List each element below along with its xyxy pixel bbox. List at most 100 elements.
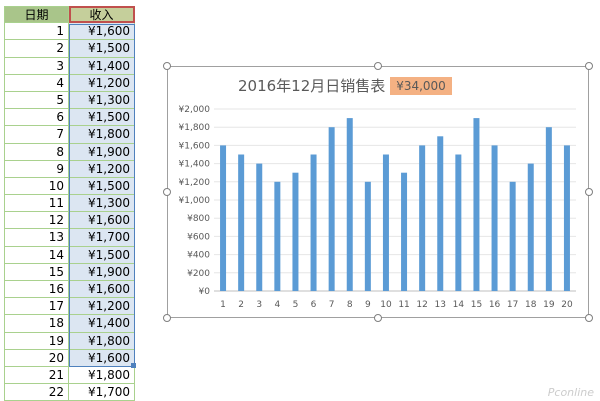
date-cell[interactable]: 12 (4, 212, 69, 230)
bar-day-10[interactable] (382, 154, 389, 292)
date-cell[interactable]: 22 (4, 384, 69, 401)
date-cell[interactable]: 8 (4, 143, 69, 161)
income-cell[interactable]: ¥1,700 (69, 229, 135, 247)
date-cell[interactable]: 17 (4, 298, 69, 316)
resize-handle-middle-left[interactable] (163, 188, 171, 196)
x-tick-label: 10 (380, 300, 392, 310)
income-cell[interactable]: ¥1,500 (69, 40, 135, 58)
income-column-header[interactable]: 收入 (69, 6, 135, 24)
bar-day-15[interactable] (473, 118, 480, 291)
date-cell[interactable]: 14 (4, 246, 69, 264)
table-row: 18 ¥1,400 (4, 315, 135, 333)
income-cell[interactable]: ¥1,600 (69, 23, 135, 41)
resize-handle-top-right[interactable] (585, 62, 593, 70)
date-cell[interactable]: 9 (4, 160, 69, 178)
bar-day-11[interactable] (401, 172, 408, 291)
income-cell[interactable]: ¥1,700 (69, 384, 135, 401)
resize-handle-top-center[interactable] (374, 62, 382, 70)
y-tick-label: ¥400 (187, 251, 210, 261)
bar-day-5[interactable] (292, 172, 299, 291)
bar-day-18[interactable] (527, 163, 534, 291)
income-cell[interactable]: ¥1,200 (69, 74, 135, 92)
x-tick-label: 2 (238, 300, 244, 310)
income-cell[interactable]: ¥1,800 (69, 126, 135, 144)
bar-day-3[interactable] (256, 163, 263, 291)
date-cell[interactable]: 20 (4, 349, 69, 367)
date-cell[interactable]: 21 (4, 366, 69, 385)
bar-day-13[interactable] (437, 136, 444, 291)
income-cell[interactable]: ¥1,600 (69, 212, 135, 230)
date-cell[interactable]: 10 (4, 177, 69, 196)
date-column-header[interactable]: 日期 (4, 6, 69, 24)
income-cell[interactable]: ¥1,600 (69, 281, 135, 299)
total-sales-badge[interactable]: ¥34,000 (390, 77, 452, 95)
y-tick-label: ¥600 (187, 232, 210, 242)
table-row: 21 ¥1,800 (4, 366, 135, 385)
income-cell[interactable]: ¥1,500 (69, 109, 135, 127)
income-cell[interactable]: ¥1,800 (69, 366, 135, 385)
date-cell[interactable]: 3 (4, 57, 69, 75)
date-cell[interactable]: 13 (4, 229, 69, 247)
x-tick-label: 9 (365, 300, 371, 310)
date-cell[interactable]: 2 (4, 40, 69, 58)
date-cell[interactable]: 16 (4, 281, 69, 299)
x-tick-label: 5 (293, 300, 299, 310)
bar-day-16[interactable] (491, 145, 498, 291)
date-cell[interactable]: 1 (4, 23, 69, 41)
income-cell[interactable]: ¥1,900 (69, 143, 135, 161)
bar-day-6[interactable] (310, 154, 317, 292)
x-tick-label: 3 (256, 300, 262, 310)
date-cell[interactable]: 4 (4, 74, 69, 92)
table-row: 10 ¥1,500 (4, 177, 135, 196)
bar-day-20[interactable] (563, 145, 570, 291)
table-row: 6 ¥1,500 (4, 109, 135, 127)
table-row: 16 ¥1,600 (4, 281, 135, 299)
bar-day-9[interactable] (364, 181, 371, 291)
resize-handle-bottom-center[interactable] (374, 314, 382, 322)
date-cell[interactable]: 11 (4, 195, 69, 213)
bar-chart-plot: ¥0 ¥200 ¥400 ¥600 ¥800 ¥1,000 ¥1,200 ¥1,400 ¥1,6… (179, 105, 576, 310)
table-row: 22 ¥1,700 (4, 384, 135, 401)
resize-handle-middle-right[interactable] (585, 188, 593, 196)
resize-handle-bottom-right[interactable] (585, 314, 593, 322)
y-tick-label: ¥200 (187, 269, 210, 279)
x-tick-label: 7 (329, 300, 335, 310)
date-cell[interactable]: 6 (4, 109, 69, 127)
bar-day-12[interactable] (419, 145, 426, 291)
x-tick-label: 6 (311, 300, 317, 310)
income-cell[interactable]: ¥1,200 (69, 298, 135, 316)
income-cell[interactable]: ¥1,600 (69, 349, 135, 367)
fill-handle[interactable] (131, 363, 136, 368)
income-cell[interactable]: ¥1,400 (69, 57, 135, 75)
x-tick-label: 15 (471, 300, 482, 310)
y-tick-label: ¥1,200 (179, 178, 211, 188)
date-cell[interactable]: 15 (4, 263, 69, 281)
bar-day-8[interactable] (346, 118, 353, 291)
income-cell[interactable]: ¥1,500 (69, 177, 135, 196)
income-cell[interactable]: ¥1,200 (69, 160, 135, 178)
bar-day-7[interactable] (328, 127, 335, 291)
bar-day-2[interactable] (238, 154, 245, 292)
bar-day-19[interactable] (545, 127, 552, 291)
date-cell[interactable]: 19 (4, 332, 69, 350)
resize-handle-top-left[interactable] (163, 62, 171, 70)
income-cell[interactable]: ¥1,500 (69, 246, 135, 264)
date-cell[interactable]: 18 (4, 315, 69, 333)
bar-day-17[interactable] (509, 181, 516, 291)
bar-day-14[interactable] (455, 154, 462, 292)
income-cell[interactable]: ¥1,800 (69, 332, 135, 350)
resize-handle-bottom-left[interactable] (163, 314, 171, 322)
date-cell[interactable]: 7 (4, 126, 69, 144)
income-cell[interactable]: ¥1,900 (69, 263, 135, 281)
chart-title[interactable]: 2016年12月日销售表 (238, 77, 386, 95)
income-cell[interactable]: ¥1,400 (69, 315, 135, 333)
date-cell[interactable]: 5 (4, 91, 69, 110)
income-cell[interactable]: ¥1,300 (69, 195, 135, 213)
income-cell[interactable]: ¥1,300 (69, 91, 135, 110)
x-tick-label: 4 (274, 300, 280, 310)
sales-chart[interactable]: 2016年12月日销售表 ¥34,000 ¥0 ¥200 ¥400 ¥600 ¥800 ¥… (167, 66, 589, 318)
y-tick-label: ¥1,800 (179, 123, 211, 133)
bar-day-4[interactable] (274, 181, 281, 291)
table-row: 3 ¥1,400 (4, 57, 135, 75)
bar-day-1[interactable] (220, 145, 227, 291)
